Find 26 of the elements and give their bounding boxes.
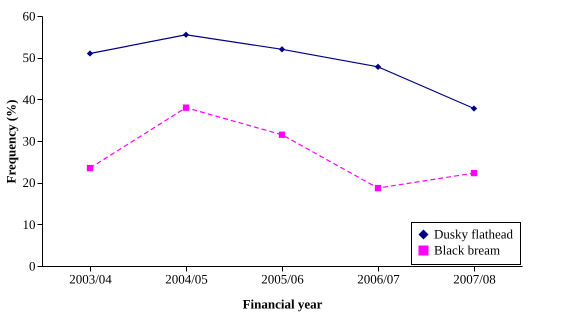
point bbox=[470, 105, 478, 112]
y-tick-label: 50 bbox=[22, 50, 36, 66]
y-tick-label: 20 bbox=[22, 175, 36, 190]
x-tick-label: 2005/06 bbox=[261, 272, 304, 286]
x-tick-label: 2006/07 bbox=[357, 272, 400, 286]
point bbox=[470, 170, 478, 176]
y-tick-label: 0 bbox=[29, 258, 36, 274]
point bbox=[86, 50, 94, 57]
point bbox=[182, 104, 190, 111]
y-tick-label: 10 bbox=[22, 216, 36, 232]
point bbox=[182, 32, 190, 38]
y-tick-label: 60 bbox=[22, 8, 36, 24]
x-tick-label: 2004/05 bbox=[165, 272, 208, 286]
y-tick-label: 30 bbox=[22, 134, 36, 148]
x-tick-label: 2003/04 bbox=[69, 272, 112, 286]
point bbox=[278, 132, 286, 138]
legend-label: Black bream bbox=[434, 242, 500, 258]
x-axis-title: Financial year bbox=[242, 296, 323, 312]
point bbox=[374, 184, 382, 192]
y-tick-label: 40 bbox=[22, 92, 36, 107]
legend-label: Dusky flathead bbox=[434, 226, 514, 242]
point bbox=[278, 46, 286, 52]
point bbox=[374, 64, 382, 70]
x-tick-label: 2007/08 bbox=[453, 272, 496, 286]
point bbox=[86, 164, 94, 172]
y-axis-title: Frequency (%) bbox=[4, 100, 18, 184]
